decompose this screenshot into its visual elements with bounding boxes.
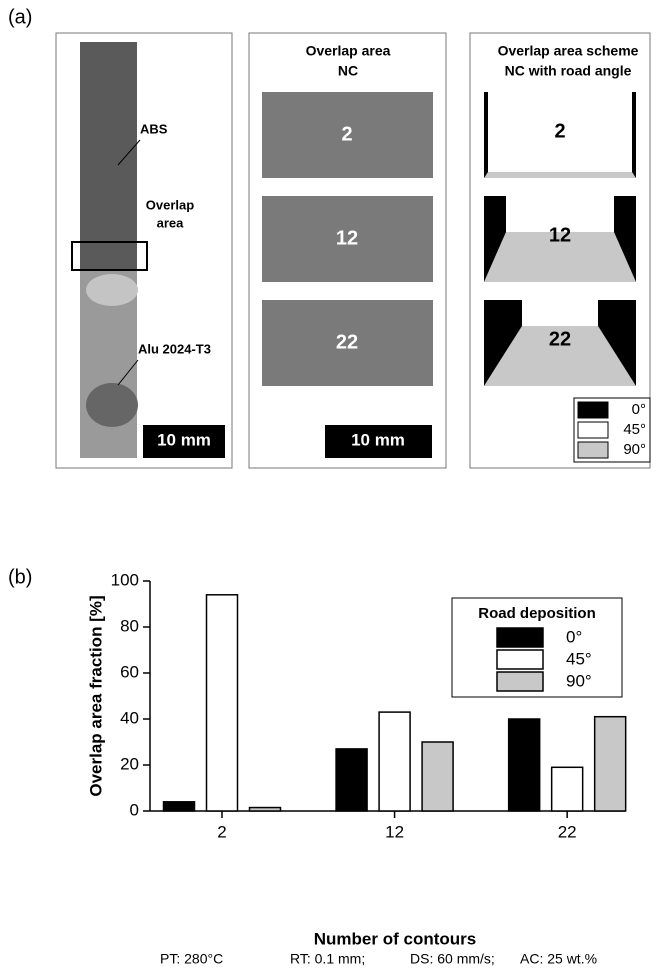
- footnote: DS: 60 mm/s;: [410, 951, 495, 967]
- footnote: RT: 0.1 mm;: [290, 951, 365, 967]
- annotation: Alu 2024-T3: [138, 341, 211, 356]
- scheme-0: [484, 196, 506, 282]
- legend-label: 45°: [566, 649, 592, 668]
- bar: [205, 594, 239, 812]
- y-tick-label: 80: [120, 616, 139, 635]
- scheme-label: 12: [549, 224, 571, 246]
- bar: [593, 715, 627, 812]
- legend-label: 90°: [623, 441, 646, 458]
- panel-title: NC with road angle: [505, 63, 632, 79]
- legend-swatch: [577, 401, 609, 419]
- scheme-0: [614, 196, 636, 282]
- pointer: [117, 359, 139, 386]
- x-axis-title: Number of contours: [314, 929, 476, 948]
- bar: [162, 801, 196, 812]
- legend-title: Road deposition: [478, 605, 596, 622]
- pointer: [117, 139, 141, 166]
- legend-label: 45°: [623, 421, 646, 438]
- scheme-0: [598, 300, 636, 386]
- annotation: ABS: [140, 121, 168, 136]
- scheme-0: [632, 92, 636, 178]
- bar: [507, 718, 541, 812]
- panel-label: (b): [8, 566, 32, 588]
- alu-spot: [86, 383, 138, 427]
- photo-label: 12: [336, 227, 358, 249]
- y-tick-label: 40: [120, 708, 139, 727]
- scheme-90: [484, 232, 636, 282]
- overlap-spot: [86, 274, 138, 306]
- y-tick-label: 0: [130, 800, 139, 819]
- y-axis-title: Overlap area fraction [%]: [86, 595, 105, 796]
- panel-frame: [469, 32, 651, 469]
- abs-strip: [80, 42, 137, 270]
- footnote: PT: 280°C: [160, 951, 223, 967]
- x-tick-label: 2: [217, 822, 226, 841]
- panel-frame: [55, 32, 233, 469]
- y-tick-label: 100: [111, 570, 139, 589]
- bar: [378, 711, 411, 812]
- panel-title: Overlap area scheme: [498, 43, 639, 59]
- scheme-90: [484, 172, 636, 178]
- annotation: area: [157, 215, 185, 230]
- bar: [335, 748, 368, 812]
- photo-label: 2: [341, 123, 352, 145]
- scheme-90: [484, 326, 636, 386]
- footnote: AC: 25 wt.%: [520, 951, 597, 967]
- panel-frame: [248, 32, 447, 469]
- nc-photo: [262, 196, 433, 282]
- scheme-label: 2: [554, 120, 565, 142]
- photo-label: 22: [336, 331, 358, 353]
- scale-label: 10 mm: [351, 430, 405, 449]
- bar: [421, 741, 454, 812]
- x-tick-label: 22: [558, 822, 577, 841]
- overlap-box: [71, 241, 148, 271]
- nc-photo: [262, 300, 433, 386]
- legend-swatch: [496, 671, 544, 692]
- legend-label: 0°: [566, 627, 582, 646]
- x-tick-label: 12: [385, 822, 404, 841]
- y-tick-label: 20: [120, 754, 139, 773]
- panel-label: (a): [8, 6, 32, 28]
- bar: [248, 806, 282, 812]
- legend-label: 0°: [632, 401, 646, 418]
- y-tick-label: 60: [120, 662, 139, 681]
- scale-bar: [325, 425, 432, 458]
- scale-label: 10 mm: [157, 430, 211, 449]
- legend-swatch: [496, 649, 544, 670]
- legend-swatch: [496, 627, 544, 648]
- scheme-0: [484, 300, 522, 386]
- scheme-label: 22: [549, 328, 571, 350]
- annotation: Overlap: [146, 197, 194, 212]
- nc-photo: [262, 92, 433, 178]
- legend-swatch: [577, 421, 609, 439]
- bar: [550, 766, 584, 812]
- legend-label: 90°: [566, 671, 592, 690]
- scheme-0: [484, 92, 488, 178]
- legend-swatch: [577, 441, 609, 459]
- panel-title: NC: [338, 63, 358, 79]
- panel-title: Overlap area: [306, 43, 391, 59]
- scale-bar: [143, 425, 225, 458]
